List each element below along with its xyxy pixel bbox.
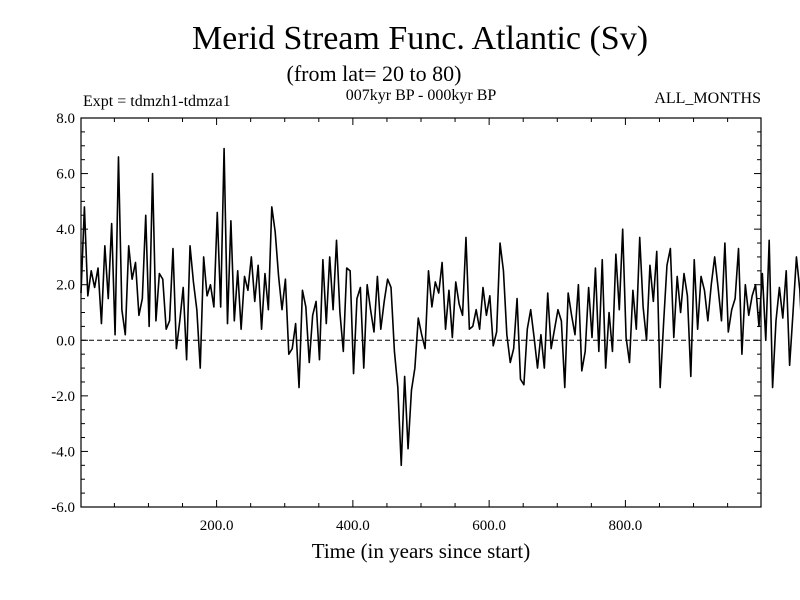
months-label: ALL_MONTHS [654, 90, 761, 107]
y-tick-label: -6.0 [51, 500, 75, 516]
series-layer [80, 147, 800, 467]
x-tick-label: 200.0 [200, 518, 234, 534]
x-tick-label: 600.0 [472, 518, 506, 534]
x-axis-label: Time (in years since start) [312, 539, 531, 563]
x-tick-label: 400.0 [336, 518, 370, 534]
axis-layer: -6.0 -4.0 -2.0 0.0 2.0 4.0 6.0 8.0 200.0 400.0 600… [51, 111, 761, 534]
y-tick-label: 2.0 [56, 278, 75, 294]
x-tick-label: 800.0 [609, 518, 643, 534]
y-tick-label: 0.0 [56, 333, 75, 349]
y-tick-label: -4.0 [51, 444, 75, 460]
chart-title: Merid Stream Func. Atlantic (Sv) [192, 20, 648, 57]
plot-frame [80, 117, 762, 508]
y-tick-label: 8.0 [56, 111, 75, 127]
y-tick-label: 6.0 [56, 167, 75, 183]
y-tick-label: 4.0 [56, 222, 75, 238]
period-label: 007kyr BP - 000kyr BP [346, 87, 497, 104]
series-line [80, 147, 800, 467]
y-tick-label: -2.0 [51, 389, 75, 405]
experiment-label: Expt = tdmzh1-tdmza1 [83, 93, 231, 110]
chart-subtitle: (from lat= 20 to 80) [287, 61, 462, 86]
